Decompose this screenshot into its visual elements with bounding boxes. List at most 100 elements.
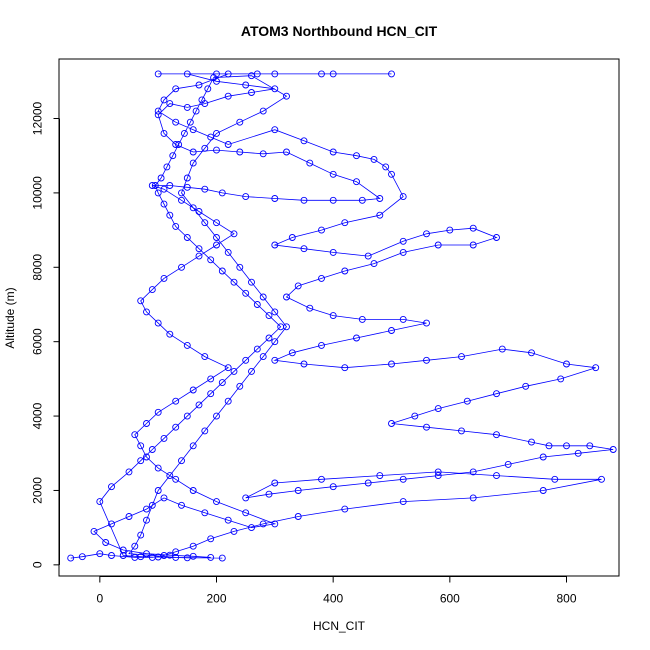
data-point [213,219,220,227]
data-point [236,382,244,390]
data-point [423,319,430,327]
data-point [563,360,570,368]
data-point [248,278,255,286]
data-point [388,327,395,334]
data-point [180,129,188,137]
data-point [399,248,407,256]
data-point [399,193,407,201]
data-point [108,520,115,528]
y-tick-label: 0 [31,561,45,568]
data-point [242,356,250,364]
data-point [358,315,366,323]
data-point [183,70,191,78]
data-point [329,70,337,78]
data-point [207,553,215,561]
data-point [172,553,180,561]
data-point [306,159,314,167]
data-point [253,301,261,308]
data-point [143,505,150,513]
data-point [201,353,209,361]
data-point [131,431,139,439]
data-point [213,412,220,420]
data-point [160,185,168,193]
data-point [271,195,279,202]
data-point [224,397,232,405]
data-point [160,129,168,137]
data-point [370,260,378,268]
data-point [469,468,477,476]
data-point [198,96,206,104]
data-point [96,498,104,506]
data-point [189,148,197,156]
data-point [399,475,407,483]
data-point [131,542,139,550]
data-point [557,375,565,383]
data-point [236,118,244,126]
data-point [213,498,220,506]
data-point [271,70,279,78]
data-point [148,182,156,189]
data-point [271,338,279,346]
data-point [218,554,226,562]
data-point [143,453,150,461]
data-point [294,282,302,290]
data-point [148,501,156,509]
data-point [458,427,465,435]
data-point [166,100,174,108]
data-point [353,178,360,186]
data-point [108,483,115,491]
data-point [248,367,255,375]
data-point [259,520,267,528]
data-point [154,70,162,78]
data-point [137,553,145,561]
x-tick-label: 200 [206,592,226,606]
data-point [172,397,180,405]
data-point [172,118,180,126]
data-point [341,267,349,275]
data-point [148,286,156,294]
data-point [125,468,133,476]
data-point [358,196,366,204]
data-point [166,211,174,219]
data-point [201,219,209,227]
data-point [148,553,156,561]
data-point [341,219,349,227]
data-point [108,552,115,559]
data-point [218,189,226,197]
data-point [175,141,183,148]
data-point [166,472,174,480]
data-point [341,505,349,513]
data-point [242,81,250,89]
data-point [154,107,162,115]
data-point [236,263,244,271]
data-point [160,96,168,104]
data-point [154,408,162,416]
data-point [178,457,185,465]
data-point [242,193,250,201]
data-point [493,472,500,480]
data-point [230,230,238,238]
data-point [201,144,209,152]
data-point [148,446,156,453]
chart-title: ATOM3 Northbound HCN_CIT [241,23,438,39]
data-point [399,498,407,506]
data-point [259,293,267,301]
data-point [125,513,133,520]
data-point [434,472,442,480]
data-point [213,234,220,241]
data-point [399,237,407,245]
data-point [172,141,180,148]
data-point [154,189,162,197]
data-point [382,163,390,171]
data-point [329,170,337,178]
data-point [125,550,133,558]
data-point [189,159,197,167]
data-point [318,274,325,282]
data-point [563,442,570,450]
data-point [265,490,273,498]
data-point [539,453,547,461]
data-point [160,274,168,282]
data-point [498,345,506,353]
data-point [288,349,296,357]
